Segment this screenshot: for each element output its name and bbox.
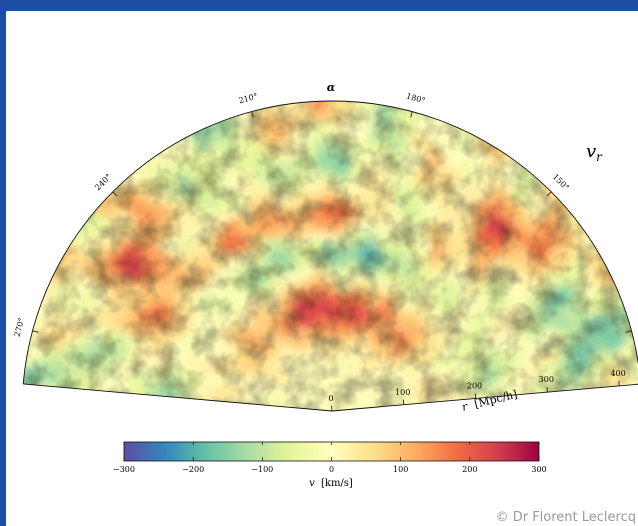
colorbar-tick-label: −200 xyxy=(182,465,204,474)
angle-tick xyxy=(410,111,413,118)
wedge-outer-arc xyxy=(22,100,638,385)
colorbar-ticks xyxy=(123,442,540,461)
angle-ticks xyxy=(32,111,632,333)
colorbar-label: v [km/s] xyxy=(309,478,353,489)
radial-tick-label: 400 xyxy=(610,369,625,378)
top-accent-band xyxy=(0,0,638,11)
angle-tick xyxy=(251,111,254,118)
wedge-edge-right xyxy=(331,383,638,412)
left-accent-band xyxy=(0,0,6,526)
angle-tick-label: 270° xyxy=(13,317,27,338)
angle-axis-label: α xyxy=(327,81,336,94)
wedge-edge-left xyxy=(23,383,333,412)
angle-tick xyxy=(546,191,552,197)
angle-tick-label: 180° xyxy=(405,92,426,106)
radial-ticks xyxy=(331,380,620,412)
angle-tick-label: 240° xyxy=(93,172,113,192)
radial-tick-labels: 0 100 200 300 400 xyxy=(328,369,625,403)
colorbar-tick-label: 100 xyxy=(393,465,408,474)
colorbar-tick-label: 300 xyxy=(531,465,546,474)
colorbar-tick-label: 0 xyxy=(329,465,334,474)
angle-tick xyxy=(32,330,39,333)
angle-tick xyxy=(625,330,632,333)
radial-tick-label: 300 xyxy=(539,375,554,384)
colorbar: −300 −200 −100 0 100 200 300 v [km/s] xyxy=(113,441,547,489)
radial-tick-label: 100 xyxy=(395,388,410,397)
radial-tick-label: 0 xyxy=(328,394,333,403)
colorbar-tick-label: 200 xyxy=(462,465,477,474)
copyright-credit: © Dr Florent Leclercq xyxy=(495,510,636,525)
colorbar-tick-label: −100 xyxy=(251,465,273,474)
field-label: vr xyxy=(586,141,603,164)
angle-tick xyxy=(112,191,118,197)
angle-tick-label: 210° xyxy=(238,92,259,106)
radial-tick-label: 200 xyxy=(467,382,482,391)
angle-tick-label: 150° xyxy=(551,172,571,192)
colorbar-tick-label: −300 xyxy=(113,465,135,474)
colorbar-tick-labels: −300 −200 −100 0 100 200 300 xyxy=(113,465,547,474)
